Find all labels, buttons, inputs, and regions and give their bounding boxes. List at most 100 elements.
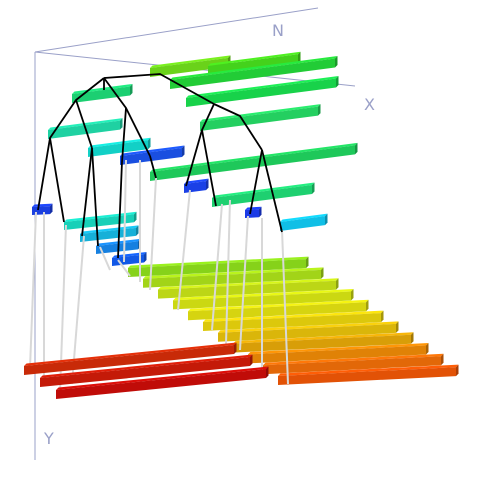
upper-bar-end [148, 137, 151, 150]
upper-bar-face [88, 140, 148, 157]
lower-right-bar-face [188, 302, 366, 321]
lower-left-bar [64, 211, 137, 230]
tree-edge [249, 149, 263, 215]
tree-edge [201, 129, 217, 207]
lower-right-bar-top [158, 278, 339, 290]
upper-bar-top [186, 76, 339, 98]
front-red-bar-face [24, 345, 234, 375]
lower-right-bar-end [306, 256, 309, 269]
lower-right-bar-end [336, 278, 339, 290]
axis-n-line [34, 7, 319, 53]
front-bars [24, 342, 269, 399]
leaf-marker-end [259, 206, 262, 218]
tree-edge [81, 147, 93, 237]
lower-right-bar-face [278, 367, 456, 385]
lower-right-bar [248, 343, 429, 364]
tree-edge [213, 103, 263, 151]
front-red-bar-face [56, 369, 266, 399]
upper-bar-end [182, 145, 185, 157]
upper-bar-end [206, 178, 209, 191]
front-red-bar-top [56, 366, 269, 390]
upper-bar [200, 104, 321, 131]
leaf-marker-face [245, 209, 259, 218]
upper-bar [208, 51, 301, 75]
drop-line [239, 215, 249, 351]
front-red-bar-top [40, 354, 253, 378]
tree-edge [103, 73, 215, 105]
upper-bar-face [186, 78, 336, 107]
lower-right-bar-face [203, 313, 381, 331]
upper-bar [170, 56, 338, 89]
lower-left-bar-end [136, 225, 139, 236]
lower-right-bar-top [218, 321, 399, 333]
drop-line [29, 211, 37, 369]
lower-left-bar-face [64, 214, 134, 230]
axis-y-label: Y [43, 429, 54, 448]
lower-right-bar-face [263, 356, 441, 375]
lower-right-bar-face [158, 280, 336, 299]
front-red-bar-face [40, 357, 250, 387]
upper-bar [72, 83, 133, 103]
drop-line [211, 203, 223, 331]
tree-edge [149, 155, 157, 179]
upper-bar [186, 76, 339, 107]
tree-edge [37, 77, 105, 211]
leaf-marker-end [50, 203, 53, 215]
drop-line [149, 177, 157, 291]
lower-left-bar-end [144, 251, 147, 263]
tree-edge [91, 147, 99, 247]
lower-right-bar-end [381, 310, 384, 323]
lower-right-bar [278, 364, 459, 385]
upper-bar-top [184, 178, 209, 184]
lower-right-bar-end [351, 289, 354, 301]
upper-bar-end [130, 83, 133, 96]
axis-x-label: X [364, 95, 375, 114]
lower-right-bar-end [321, 267, 324, 279]
upper-bar-top [170, 56, 338, 80]
front-red-bar [40, 354, 253, 387]
lower-right-bar-top [173, 289, 354, 301]
lower-left-bar [80, 225, 139, 242]
lower-right-bar [203, 310, 384, 331]
lower-right-bar-top [143, 267, 324, 279]
upper-bar [280, 213, 328, 231]
upper-bar-face [212, 185, 312, 207]
lower-right-bar-end [396, 321, 399, 333]
upper-bar [48, 118, 123, 139]
upper-bar-top [212, 182, 315, 198]
upper-bar-face [170, 58, 335, 89]
front-red-bar [24, 342, 237, 375]
drop-line [99, 246, 111, 271]
front-red-bar-end [266, 366, 269, 378]
upper-bar-top [150, 142, 358, 172]
leaf-marker [245, 206, 262, 218]
lower-right-bar-end [426, 343, 429, 355]
lower-right-bar-top [203, 310, 384, 322]
drop-lines [29, 159, 289, 393]
lower-right-bar [188, 299, 369, 321]
upper-bar [212, 182, 315, 207]
drop-line [225, 199, 231, 345]
lower-right-bar [233, 332, 414, 353]
leaf-marker-top [32, 203, 53, 207]
upper-bar-top [150, 55, 231, 68]
upper-bar-face [150, 145, 355, 181]
upper-bar-top [48, 118, 123, 130]
upper-bar-face [150, 57, 228, 77]
front-red-bar-end [234, 342, 237, 354]
lower-right-bar-face [233, 334, 411, 353]
front-red-bar-top [24, 342, 237, 366]
lower-bars [64, 211, 459, 385]
lower-right-bar-end [366, 299, 369, 312]
lower-right-bar-top [248, 343, 429, 355]
lower-right-bar-top [263, 353, 444, 366]
lower-left-bar-end [134, 211, 137, 223]
lower-left-bar [112, 251, 147, 266]
upper-bar-end [336, 76, 339, 88]
upper-bar-end [318, 104, 321, 116]
lower-right-bar-end [411, 332, 414, 344]
front-red-bar [56, 366, 269, 399]
drop-line [117, 259, 131, 277]
tree-edge [75, 99, 93, 149]
